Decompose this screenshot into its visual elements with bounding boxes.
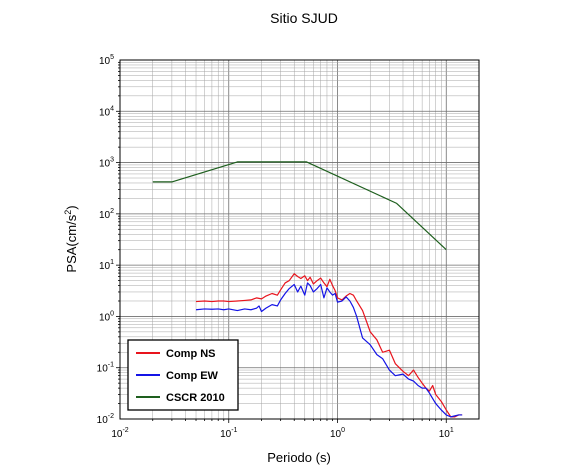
x-tick-label: 101	[439, 427, 454, 440]
x-tick-label: 10-1	[220, 427, 237, 440]
y-tick-label: 105	[99, 54, 114, 67]
x-tick-label: 100	[330, 427, 345, 440]
y-axis-label-main: PSA(cm/s	[64, 214, 79, 272]
plot-frame	[119, 59, 480, 420]
y-axis-label: PSA(cm/s2)	[63, 205, 79, 272]
y-tick-label: 10-1	[97, 362, 114, 375]
x-axis-label: Periodo (s)	[267, 450, 331, 465]
y-tick-label: 10-2	[97, 413, 114, 426]
y-axis-label-sup: 2	[63, 210, 73, 215]
legend-label-cscr: CSCR 2010	[166, 392, 225, 404]
y-tick-labels: 10-2 10-1 100 101 102 103 104 105	[97, 54, 114, 426]
series-line-comp-ns	[195, 273, 463, 418]
data-series	[152, 161, 463, 418]
legend-label-ew: Comp EW	[166, 370, 219, 382]
y-tick-label: 103	[99, 157, 114, 170]
y-axis-label-close: )	[64, 205, 79, 209]
y-tick-label: 102	[99, 208, 114, 221]
series-line-comp-ew	[195, 282, 463, 418]
legend-label-ns: Comp NS	[166, 348, 216, 360]
x-tick-labels: 10-2 10-1 100 101	[111, 427, 454, 440]
y-tick-label: 104	[99, 105, 114, 118]
series-line-cscr-2010	[152, 161, 447, 251]
legend: Comp NS Comp EW CSCR 2010	[127, 339, 239, 411]
chart-title: Sitio SJUD	[270, 10, 338, 26]
x-tick-label: 10-2	[111, 427, 128, 440]
y-tick-label: 101	[99, 259, 114, 272]
y-tick-label: 100	[99, 310, 114, 323]
